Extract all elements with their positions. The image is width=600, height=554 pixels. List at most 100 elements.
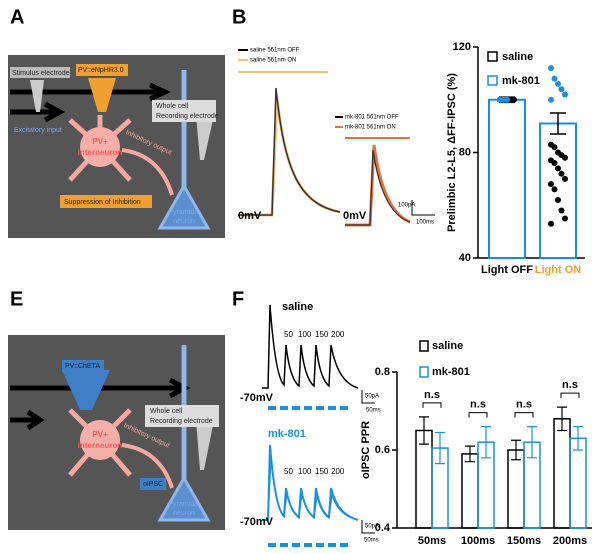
trace: [238, 97, 341, 217]
legend-swatch: [487, 75, 498, 86]
y-axis-label: Prelimbic L2-L5, ΔFF-IPSC (%): [446, 73, 458, 232]
scale-bar: [411, 200, 435, 216]
error-bar: [465, 445, 475, 463]
point: [562, 215, 568, 222]
scale-label: 50ms: [364, 538, 379, 544]
point: [562, 175, 568, 182]
point: [555, 165, 561, 172]
diagram-label: PV+: [92, 430, 108, 439]
trace-label: -70mV: [240, 516, 274, 528]
pyramidal: [157, 182, 211, 230]
y-tick-label: 0.6: [375, 444, 390, 456]
error-bar: [511, 439, 521, 461]
point: [548, 96, 554, 103]
electrode: [30, 80, 44, 112]
label-box: [60, 195, 152, 208]
annotation: n.s: [424, 389, 440, 401]
interneuron: [80, 420, 120, 460]
legend-swatch: [487, 51, 498, 62]
error-bar: [573, 426, 583, 451]
diagram-label: neuron: [173, 510, 195, 517]
trace: [262, 457, 359, 521]
electrode: [196, 115, 214, 160]
inhibitory-arrow: [121, 148, 174, 196]
scale-label: 50pA: [365, 524, 379, 530]
y-tick-label: 40: [459, 252, 471, 264]
label-box: [140, 478, 166, 490]
annotation: n.s: [470, 399, 486, 411]
error-bar: [527, 426, 537, 459]
diagram-label: Stimulus electrode: [12, 70, 70, 77]
y-tick-label: 120: [453, 41, 471, 53]
x-tick-label: 100ms: [461, 535, 495, 547]
point: [548, 181, 554, 188]
y-tick-label: 80: [459, 146, 471, 158]
bar: [461, 453, 479, 529]
legend-label: mk-801 561nm ON: [345, 125, 396, 131]
diagram-label: Recording electrode: [150, 418, 213, 425]
scale-label: 100ms: [416, 220, 434, 226]
label-box: [152, 100, 216, 122]
panel-letter: A: [10, 6, 24, 28]
x-tick-label: Light OFF: [481, 264, 533, 276]
point: [548, 220, 554, 227]
y-tick-label: 0.4: [375, 522, 391, 534]
interval-label: 100: [298, 330, 312, 339]
bar: [569, 437, 587, 529]
point: [558, 170, 565, 177]
bar: [553, 418, 571, 529]
label-box: [145, 405, 219, 427]
interneuron: [80, 127, 120, 167]
diagram-label: PV::ChETA: [65, 363, 100, 370]
point: [555, 196, 561, 203]
legend-label: saline: [502, 51, 533, 63]
significance-bracket: [422, 402, 442, 408]
x-tick-label: Light ON: [535, 264, 581, 276]
error-bar: [435, 431, 445, 465]
point: [558, 207, 565, 214]
bar: [415, 429, 433, 529]
diagram-a: Stimulus electrode PV::eNpHR3.0 Whole ce…: [8, 55, 225, 238]
x-tick-label: 150ms: [507, 535, 541, 547]
legend-label: mk-801: [432, 366, 470, 378]
error-bar: [419, 416, 429, 445]
trace-title: mk-801: [268, 428, 306, 440]
x-tick-label: 200ms: [553, 535, 587, 547]
interval-label: 50: [284, 330, 293, 339]
trace-label: 0mV: [238, 210, 262, 222]
diagram-label: Suppression of Inhibition: [64, 199, 141, 206]
scale-label: 50ms: [366, 408, 381, 414]
x-tick-label: 50ms: [418, 535, 446, 547]
legend-label: saline: [432, 340, 463, 352]
interval-label: 200: [331, 330, 345, 339]
point: [548, 65, 554, 72]
trace: [262, 444, 359, 521]
annotation: n.s: [516, 399, 532, 411]
significance-bracket: [560, 392, 580, 399]
diagram-label: oIPSC: [143, 481, 163, 488]
opsin-light: [88, 78, 116, 112]
point: [551, 75, 558, 82]
panel-letter: B: [232, 6, 246, 28]
legend-label: mk-801: [502, 75, 540, 87]
diagram-label: Excitatory input: [14, 127, 62, 134]
trace: [345, 149, 411, 226]
label-box: [76, 64, 128, 76]
diagram-label: Pyramidal: [168, 209, 200, 216]
diagram-label: neuron: [173, 218, 195, 225]
trace: [345, 144, 411, 227]
panel-letter: E: [10, 288, 23, 310]
diagram-label: interneuron: [78, 148, 123, 157]
bar: [488, 98, 526, 259]
trace-title: saline: [282, 301, 313, 313]
trace: [262, 304, 359, 389]
interval-label: 100: [298, 467, 312, 476]
diagram-label: Pyramidal: [168, 501, 200, 508]
significance-bracket: [468, 412, 488, 418]
annotation: n.s: [562, 379, 578, 391]
bar: [507, 449, 525, 529]
point: [555, 80, 561, 87]
diagram-label: interneuron: [78, 441, 123, 450]
scale-bar: [361, 390, 375, 404]
